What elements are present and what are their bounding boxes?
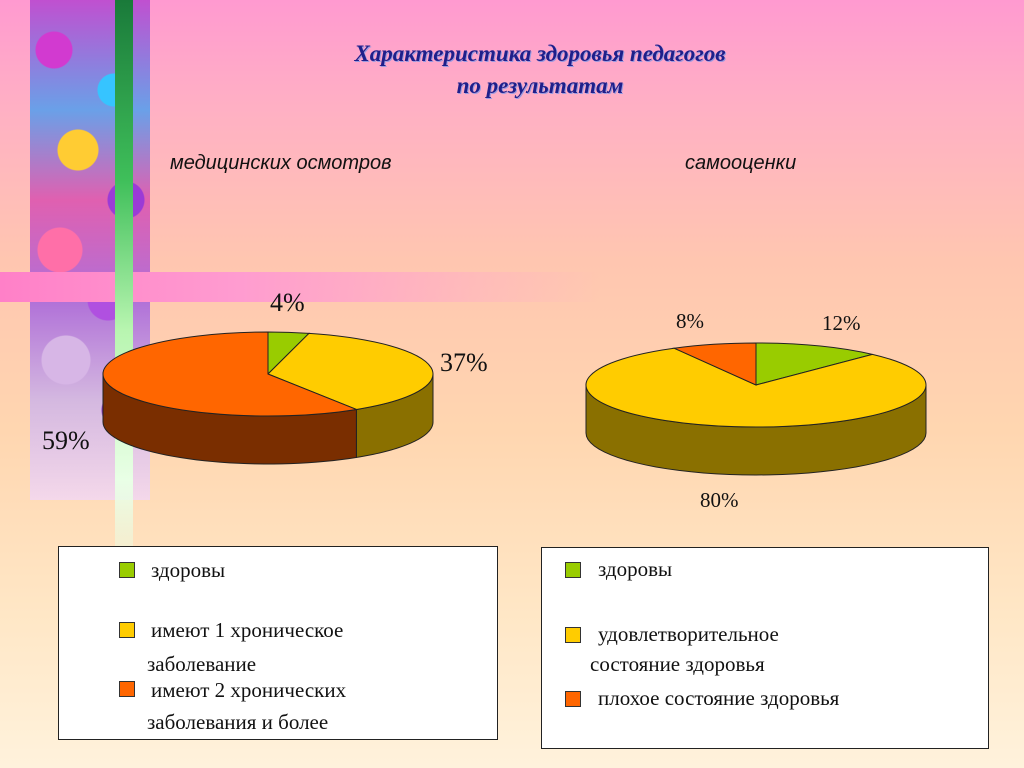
legend-self-assessment: здоровы удовлетворительное состояние здо… [541, 547, 989, 749]
legend-swatch-yellow [565, 627, 581, 643]
pie1-label-healthy: 4% [270, 288, 305, 317]
legend-swatch-green [565, 562, 581, 578]
legend-swatch-orange [565, 691, 581, 707]
legend1-item-one-chronic-line2: заболевание [147, 652, 257, 676]
pie2-satisfactory-slice [585, 347, 927, 428]
pie1-label-one-chronic: 37% [440, 348, 488, 377]
chart-1-title: медицинских осмотров [170, 152, 392, 174]
legend2-item-poor: плохое состояние здоровья [598, 686, 840, 710]
decorative-green-bar [115, 0, 133, 600]
legend1-item-two-chronic-line1: имеют 2 хронических [151, 678, 347, 702]
pie-chart-medical [102, 331, 434, 465]
pie2-label-poor: 8% [676, 309, 704, 333]
legend1-item-healthy: здоровы [151, 558, 226, 582]
legend-medical: здоровы имеют 1 хроническое заболевание … [58, 546, 498, 740]
pie-chart-self-assessment [585, 342, 927, 476]
pie1-label-two-chronic: 59% [42, 426, 90, 455]
chart-2-title: самооценки [685, 152, 797, 174]
pie2-poor-slice [672, 342, 757, 386]
pie1-two-chronic-slice [102, 331, 359, 417]
title-line-1: Характеристика здоровья педагогов [354, 41, 726, 66]
title-line-2: по результатам [456, 73, 624, 98]
pie2-label-healthy: 12% [822, 311, 861, 335]
legend2-item-healthy: здоровы [598, 557, 673, 581]
pie2-label-satisfactory: 80% [700, 488, 739, 512]
decorative-pink-band [0, 272, 600, 302]
legend2-item-satisfactory-line2: состояние здоровья [590, 652, 765, 676]
legend-swatch-orange [119, 681, 135, 697]
legend1-item-two-chronic-line2: заболевания и более [147, 710, 329, 734]
slide-title: Характеристика здоровья педагогов по рез… [0, 38, 1024, 102]
legend-swatch-yellow [119, 622, 135, 638]
pie2-healthy-slice [755, 342, 873, 386]
legend1-item-one-chronic-line1: имеют 1 хроническое [151, 618, 344, 642]
legend2-item-satisfactory-line1: удовлетворительное [598, 622, 779, 646]
legend-swatch-green [119, 562, 135, 578]
